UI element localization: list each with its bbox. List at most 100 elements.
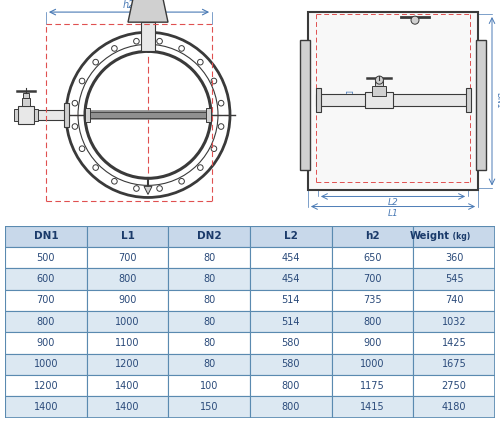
Polygon shape <box>128 0 168 22</box>
Bar <box>168 226 250 247</box>
Text: L1: L1 <box>120 231 134 241</box>
Bar <box>332 311 413 333</box>
Text: 1400: 1400 <box>34 402 58 412</box>
Bar <box>300 40 310 170</box>
Text: 80: 80 <box>203 317 215 327</box>
Bar <box>141 22 155 51</box>
Text: 2750: 2750 <box>442 381 466 391</box>
Bar <box>332 396 413 418</box>
Text: 735: 735 <box>363 295 382 306</box>
Text: 1000: 1000 <box>34 360 58 369</box>
Bar <box>34 109 38 121</box>
Bar <box>414 290 495 311</box>
Bar <box>332 268 413 290</box>
Text: 1400: 1400 <box>115 402 140 412</box>
Text: L1: L1 <box>388 208 398 218</box>
Circle shape <box>411 16 419 24</box>
Bar <box>18 106 34 124</box>
Text: 80: 80 <box>203 295 215 306</box>
Bar <box>5 396 86 418</box>
Bar <box>86 226 168 247</box>
Bar <box>414 268 495 290</box>
Text: 454: 454 <box>282 253 300 263</box>
Bar <box>250 396 332 418</box>
Bar <box>86 333 168 354</box>
Bar <box>64 103 69 127</box>
Bar <box>168 354 250 375</box>
Text: 1032: 1032 <box>442 317 466 327</box>
Bar <box>316 88 321 112</box>
Bar <box>332 375 413 396</box>
Text: 514: 514 <box>282 295 300 306</box>
Text: 800: 800 <box>282 402 300 412</box>
Text: Weight: Weight <box>410 231 450 241</box>
Bar <box>250 333 332 354</box>
Bar <box>86 354 168 375</box>
Bar <box>332 247 413 268</box>
Bar <box>23 93 29 98</box>
Bar <box>86 268 168 290</box>
Text: 900: 900 <box>364 338 382 348</box>
Text: 1175: 1175 <box>360 381 385 391</box>
Bar <box>5 268 86 290</box>
Bar <box>168 311 250 333</box>
Text: 454: 454 <box>282 274 300 284</box>
Bar <box>168 375 250 396</box>
Bar <box>250 354 332 375</box>
Text: DN1: DN1 <box>34 231 58 241</box>
Text: 580: 580 <box>282 338 300 348</box>
Text: 514: 514 <box>282 317 300 327</box>
Text: 1200: 1200 <box>34 381 58 391</box>
Bar <box>250 247 332 268</box>
Text: 700: 700 <box>118 253 137 263</box>
Bar <box>168 268 250 290</box>
Text: 4180: 4180 <box>442 402 466 412</box>
Bar <box>86 290 168 311</box>
Bar <box>250 311 332 333</box>
Bar <box>376 80 384 86</box>
Bar <box>86 311 168 333</box>
Bar <box>5 290 86 311</box>
Bar <box>22 98 30 106</box>
Text: DN1: DN1 <box>494 92 500 108</box>
Text: 800: 800 <box>364 317 382 327</box>
Bar <box>21 110 66 120</box>
Text: 1000: 1000 <box>115 317 140 327</box>
Text: 1425: 1425 <box>442 338 466 348</box>
Bar <box>168 247 250 268</box>
Text: 580: 580 <box>282 360 300 369</box>
Text: 545: 545 <box>445 274 464 284</box>
Text: 1400: 1400 <box>115 381 140 391</box>
Text: 150: 150 <box>200 402 218 412</box>
Bar <box>316 94 470 106</box>
Bar <box>250 226 332 247</box>
Bar <box>86 375 168 396</box>
Bar <box>414 396 495 418</box>
Bar <box>476 40 486 170</box>
Text: 650: 650 <box>363 253 382 263</box>
Bar <box>5 247 86 268</box>
Bar <box>250 268 332 290</box>
Bar <box>372 86 386 96</box>
Bar <box>250 290 332 311</box>
Text: 800: 800 <box>282 381 300 391</box>
Bar <box>206 108 211 122</box>
Bar <box>332 226 413 247</box>
Text: 360: 360 <box>445 253 464 263</box>
Text: (kg): (kg) <box>450 232 470 241</box>
Text: L2: L2 <box>388 198 398 208</box>
Bar <box>86 247 168 268</box>
Text: DN2: DN2 <box>342 90 351 106</box>
Text: h2: h2 <box>365 231 380 241</box>
Text: 900: 900 <box>36 338 55 348</box>
Bar <box>5 311 86 333</box>
Bar <box>366 92 394 108</box>
Text: 1000: 1000 <box>360 360 385 369</box>
Text: 740: 740 <box>445 295 464 306</box>
Text: 80: 80 <box>203 274 215 284</box>
Bar <box>308 12 478 190</box>
Text: 900: 900 <box>118 295 136 306</box>
Bar <box>250 375 332 396</box>
Bar <box>414 226 495 247</box>
Text: 80: 80 <box>203 338 215 348</box>
